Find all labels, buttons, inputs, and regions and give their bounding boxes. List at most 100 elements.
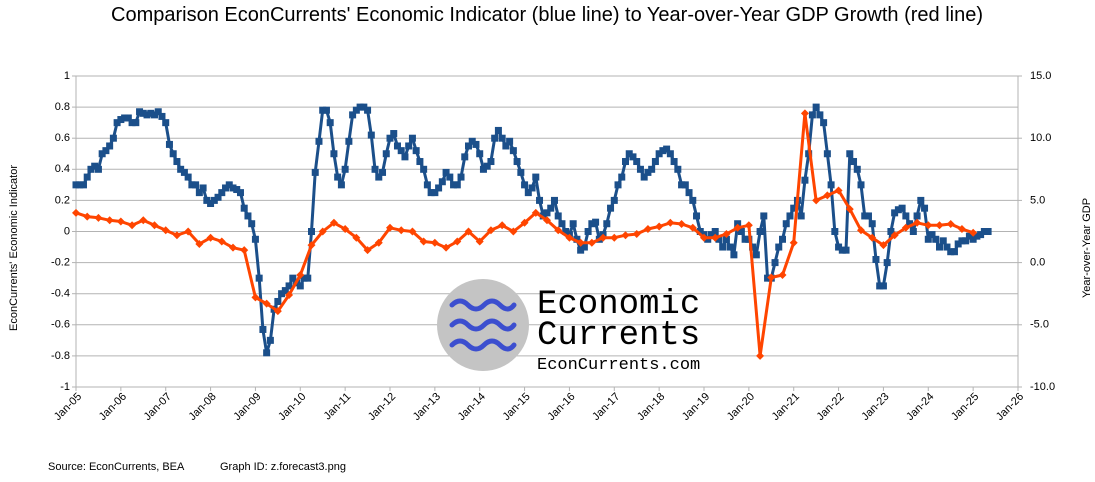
marker (935, 221, 944, 230)
y2-tick-label: 5.0 (1030, 194, 1045, 206)
marker (640, 173, 648, 181)
marker (121, 114, 129, 122)
chart-title: Comparison EconCurrents' Economic Indica… (111, 4, 983, 26)
marker (379, 168, 387, 176)
marker (315, 137, 323, 145)
marker (442, 243, 451, 252)
marker (427, 189, 435, 197)
marker (756, 351, 765, 360)
marker (397, 147, 405, 155)
marker (128, 119, 136, 127)
marker (610, 196, 618, 204)
y-tick-label: -0.4 (51, 288, 70, 300)
marker (87, 165, 95, 173)
marker (420, 165, 428, 173)
marker (423, 181, 431, 189)
marker (151, 111, 158, 119)
marker (954, 240, 962, 248)
marker (850, 158, 858, 166)
marker (154, 108, 162, 116)
marker (782, 220, 790, 228)
marker (438, 178, 446, 186)
y2-tick-label: 15.0 (1030, 70, 1051, 82)
marker (547, 204, 555, 212)
marker (643, 225, 652, 234)
marker (322, 106, 330, 114)
source: Source: EconCurrents, BEA (48, 461, 185, 473)
marker (266, 336, 274, 344)
marker (251, 235, 259, 243)
marker (431, 189, 439, 197)
marker (771, 259, 779, 267)
marker (928, 231, 936, 239)
marker (184, 227, 193, 236)
marker (483, 162, 491, 170)
marker (285, 282, 293, 290)
marker (554, 226, 563, 235)
marker (744, 221, 753, 230)
marker (543, 209, 551, 217)
marker (846, 150, 854, 158)
marker (222, 184, 230, 192)
marker (663, 145, 671, 153)
marker (797, 212, 805, 220)
marker (207, 200, 215, 208)
marker (554, 212, 562, 220)
marker (614, 181, 622, 189)
marker (621, 231, 630, 240)
marker (853, 165, 861, 173)
marker (924, 235, 932, 243)
marker (210, 196, 218, 204)
marker (648, 165, 656, 173)
marker (240, 204, 248, 212)
marker (872, 255, 880, 263)
marker (109, 134, 117, 142)
y-tick-label: -1 (60, 381, 70, 393)
marker (722, 229, 731, 238)
marker (289, 274, 297, 282)
y-tick-label: 0.6 (55, 132, 70, 144)
x-tick-label: Jan-16 (545, 391, 577, 423)
marker (726, 243, 734, 251)
marker (543, 216, 551, 225)
marker (536, 196, 544, 204)
marker (906, 220, 914, 228)
marker (240, 246, 249, 255)
marker (737, 228, 745, 235)
marker (79, 181, 87, 189)
marker (943, 243, 951, 251)
marker (442, 168, 450, 176)
marker (580, 243, 588, 251)
marker (801, 176, 809, 184)
x-tick-label: Jan-18 (635, 391, 667, 423)
logo-waves (449, 298, 517, 352)
marker (330, 150, 338, 158)
marker (936, 243, 943, 251)
marker (453, 181, 461, 189)
marker (255, 274, 263, 282)
marker (704, 235, 712, 243)
x-tick-label: Jan-05 (52, 391, 84, 423)
marker (225, 181, 233, 189)
marker (517, 168, 525, 176)
marker (842, 246, 850, 254)
marker (901, 223, 910, 232)
marker (576, 238, 585, 247)
marker (318, 227, 327, 236)
marker (629, 153, 637, 161)
marker (509, 147, 517, 155)
marker (696, 228, 704, 235)
marker (946, 220, 955, 229)
x-tick-label: Jan-20 (725, 391, 757, 423)
y2-tick-label: -5.0 (1030, 319, 1049, 331)
x-tick-label: Jan-06 (97, 391, 129, 423)
marker (562, 228, 570, 235)
x-tick-label: Jan-14 (456, 391, 488, 423)
x-tick-label: Jan-23 (859, 391, 891, 423)
marker (352, 233, 361, 242)
x-tick-label: Jan-17 (590, 391, 622, 423)
marker (83, 212, 92, 221)
marker (592, 218, 600, 226)
marker (693, 212, 701, 220)
marker (711, 233, 720, 242)
